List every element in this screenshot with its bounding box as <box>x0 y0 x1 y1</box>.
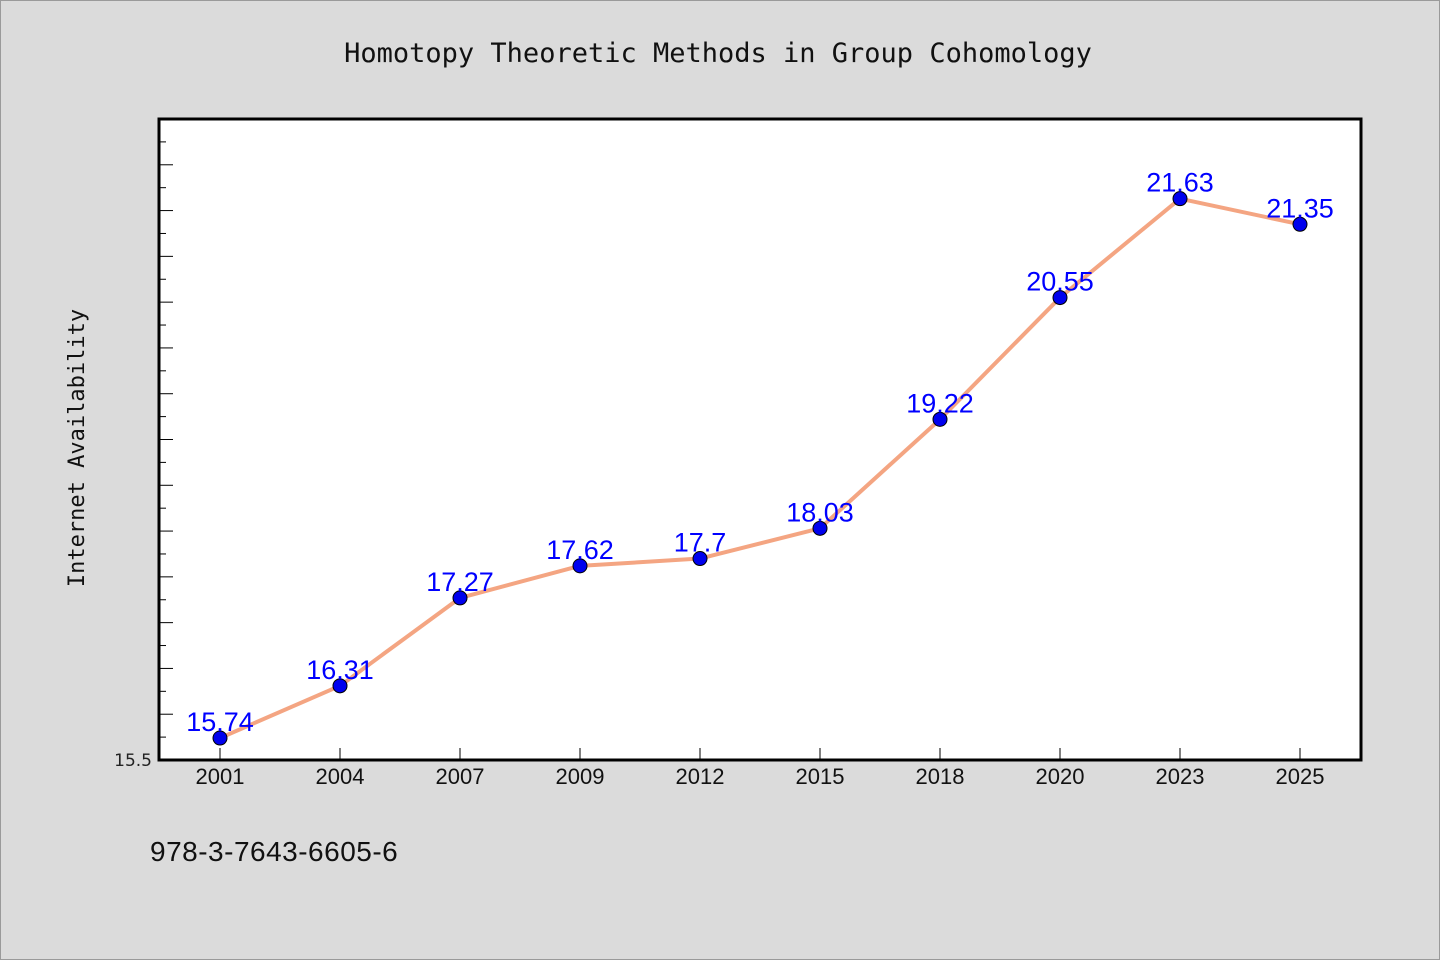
data-label: 21.35 <box>1266 193 1334 223</box>
data-point <box>572 558 588 574</box>
data-point <box>932 411 948 427</box>
x-tick-label: 2004 <box>316 764 365 789</box>
x-tick-label: 2025 <box>1276 764 1325 789</box>
data-point <box>452 590 468 606</box>
data-point <box>1052 290 1068 306</box>
x-tick-label: 2020 <box>1036 764 1085 789</box>
x-tick-label: 2018 <box>916 764 965 789</box>
data-label: 17.27 <box>426 567 494 597</box>
x-tick-label: 2009 <box>556 764 605 789</box>
data-label: 18.03 <box>786 497 854 527</box>
y-axis-ticks <box>159 118 173 761</box>
data-point <box>812 520 828 536</box>
data-label: 21.63 <box>1146 168 1214 198</box>
x-tick-label: 2023 <box>1156 764 1205 789</box>
data-point <box>1172 191 1188 207</box>
chart-title: Homotopy Theoretic Methods in Group Coho… <box>344 38 1092 69</box>
data-label: 20.55 <box>1026 267 1094 297</box>
series-internet-availability: 15.74 16.31 17.27 17.62 17.7 18.03 19.22 20.55 2… <box>186 168 1334 746</box>
data-point <box>692 551 708 567</box>
y-tick-label: 15.5 <box>114 751 152 771</box>
data-label: 17.62 <box>546 535 614 565</box>
x-tick-label: 2012 <box>676 764 725 789</box>
x-tick-label: 2001 <box>196 764 245 789</box>
x-axis-ticks: 2001 2004 2007 2009 2012 2015 2018 2020 2023 2025 <box>196 748 1325 789</box>
x-tick-label: 2007 <box>436 764 485 789</box>
data-point <box>332 678 348 694</box>
x-tick-label: 2015 <box>796 764 845 789</box>
data-label: 15.74 <box>186 707 254 737</box>
plot-area <box>157 117 1363 762</box>
data-label: 19.22 <box>906 388 974 418</box>
data-label: 17.7 <box>674 528 727 558</box>
footer-isbn: 978-3-7643-6605-6 <box>150 836 399 867</box>
data-point <box>212 730 228 746</box>
data-label: 16.31 <box>306 655 374 685</box>
series-line <box>219 196 1301 740</box>
y-axis-label: Internet Availability <box>65 309 90 587</box>
data-point <box>1292 216 1308 232</box>
